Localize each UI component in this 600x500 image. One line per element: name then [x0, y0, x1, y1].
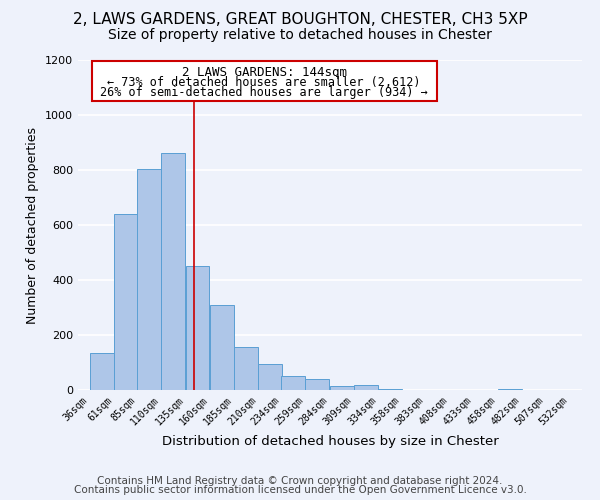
- Bar: [161, 153, 185, 390]
- Bar: [210, 304, 233, 390]
- Bar: [114, 214, 138, 390]
- Bar: [234, 346, 258, 390]
- Bar: [305, 379, 329, 390]
- Bar: [185, 266, 209, 390]
- Bar: [354, 384, 378, 390]
- Bar: [258, 364, 282, 390]
- Bar: [378, 388, 402, 390]
- Text: Size of property relative to detached houses in Chester: Size of property relative to detached ho…: [108, 28, 492, 42]
- Y-axis label: Number of detached properties: Number of detached properties: [26, 126, 40, 324]
- Text: Contains public sector information licensed under the Open Government Licence v3: Contains public sector information licen…: [74, 485, 526, 495]
- Text: Contains HM Land Registry data © Crown copyright and database right 2024.: Contains HM Land Registry data © Crown c…: [97, 476, 503, 486]
- Text: 2 LAWS GARDENS: 144sqm: 2 LAWS GARDENS: 144sqm: [182, 66, 347, 80]
- FancyBboxPatch shape: [92, 62, 437, 101]
- Bar: [137, 168, 161, 390]
- Bar: [329, 386, 353, 390]
- X-axis label: Distribution of detached houses by size in Chester: Distribution of detached houses by size …: [161, 435, 499, 448]
- Text: 2, LAWS GARDENS, GREAT BOUGHTON, CHESTER, CH3 5XP: 2, LAWS GARDENS, GREAT BOUGHTON, CHESTER…: [73, 12, 527, 28]
- Bar: [281, 376, 305, 390]
- Bar: [498, 388, 522, 390]
- Bar: [90, 354, 113, 390]
- Text: 26% of semi-detached houses are larger (934) →: 26% of semi-detached houses are larger (…: [100, 86, 428, 99]
- Text: ← 73% of detached houses are smaller (2,612): ← 73% of detached houses are smaller (2,…: [107, 76, 421, 90]
